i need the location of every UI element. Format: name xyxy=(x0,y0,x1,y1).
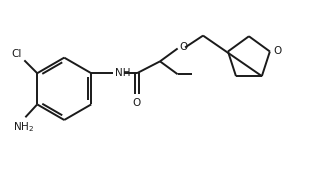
Text: NH: NH xyxy=(115,68,130,78)
Text: O: O xyxy=(179,43,188,52)
Text: O: O xyxy=(133,98,141,108)
Text: Cl: Cl xyxy=(11,49,22,59)
Text: NH$_2$: NH$_2$ xyxy=(13,120,34,134)
Text: O: O xyxy=(273,46,281,56)
